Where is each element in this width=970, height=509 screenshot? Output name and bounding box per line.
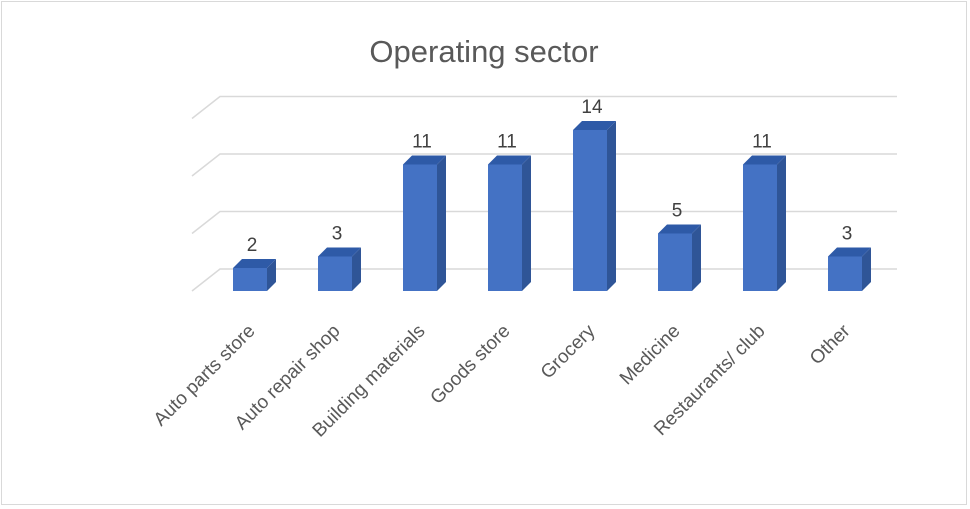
bar <box>658 233 692 291</box>
category-label: Grocery <box>537 320 600 383</box>
gridline <box>191 153 897 177</box>
bar-side <box>607 121 616 291</box>
data-label: 11 <box>412 132 432 153</box>
bar <box>488 164 522 291</box>
gridline <box>191 268 897 292</box>
category-label: Goods store <box>427 321 515 409</box>
data-label: 11 <box>752 132 772 153</box>
bar <box>318 256 352 291</box>
data-label: 5 <box>672 201 683 222</box>
bar <box>403 164 437 291</box>
bar-top <box>403 155 446 165</box>
bar-side <box>522 155 531 291</box>
bar-top <box>318 247 361 257</box>
bar-side <box>437 155 446 291</box>
bar <box>828 256 862 291</box>
bar-top <box>233 259 276 268</box>
bar-top <box>573 121 616 130</box>
bar-side <box>267 259 276 291</box>
bar-side <box>692 224 701 291</box>
category-label: Other <box>806 320 855 369</box>
bar <box>743 164 777 291</box>
data-label: 3 <box>332 224 343 245</box>
bar-side <box>352 247 361 291</box>
data-label: 11 <box>497 132 517 153</box>
bar-top <box>828 247 871 257</box>
gridline <box>191 210 897 235</box>
data-label: 2 <box>247 235 258 256</box>
bar-side <box>777 155 786 291</box>
chart-title: Operating sector <box>369 34 599 69</box>
bar-top <box>743 155 786 165</box>
bar <box>233 268 267 291</box>
bar-top <box>488 155 531 165</box>
bar-top <box>658 224 701 234</box>
gridline <box>191 95 897 120</box>
category-label: Medicine <box>616 321 685 390</box>
bar <box>573 130 607 291</box>
bar-side <box>862 247 871 291</box>
data-label: 3 <box>842 224 853 245</box>
data-label: 14 <box>581 97 603 118</box>
